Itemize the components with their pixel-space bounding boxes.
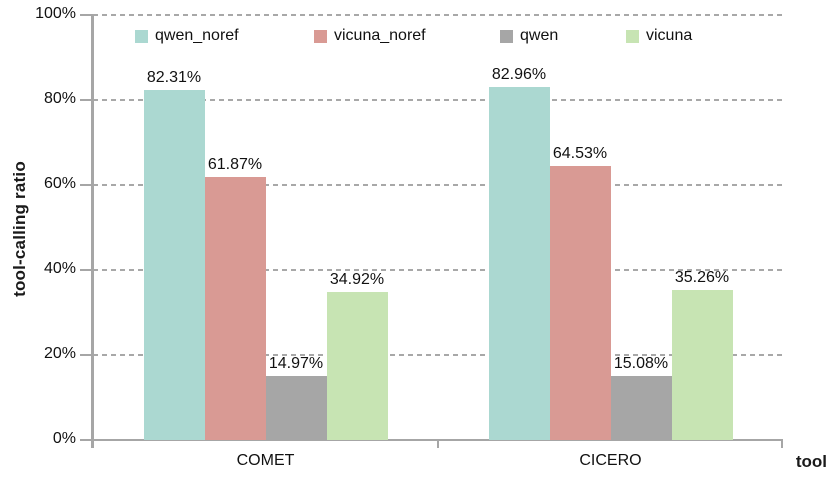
gridline: [93, 184, 783, 186]
y-axis-tick: [80, 184, 93, 186]
bar-vicuna-CICERO: [671, 290, 733, 440]
legend-label: qwen: [520, 27, 559, 44]
bar-value-label: 35.26%: [674, 269, 730, 287]
legend-label: qwen_noref: [155, 27, 239, 44]
legend-label: vicuna_noref: [334, 27, 426, 44]
bar-vicuna_noref-COMET: [204, 177, 266, 440]
bar-value-label: 82.31%: [146, 69, 202, 87]
y-tick-label: 20%: [43, 345, 76, 362]
legend-item-qwen_noref: qwen_noref: [135, 27, 239, 45]
bar-value-label: 64.53%: [552, 144, 608, 162]
y-axis-tick: [80, 99, 93, 101]
legend-swatch-qwen_noref: [135, 29, 148, 43]
y-axis-tick: [80, 354, 93, 356]
gridline: [93, 99, 783, 101]
y-axis-line: [91, 15, 94, 448]
legend-swatch-vicuna_noref: [314, 29, 327, 43]
bar-qwen_noref-CICERO: [488, 87, 550, 440]
y-axis-title: tool-calling ratio: [10, 161, 29, 297]
legend-item-vicuna_noref: vicuna_noref: [314, 27, 426, 45]
bar-qwen-COMET: [265, 376, 327, 440]
legend-swatch-qwen: [500, 29, 513, 43]
y-axis-tick: [80, 269, 93, 271]
gridline: [93, 14, 783, 16]
bar-value-label: 34.92%: [329, 270, 385, 288]
gridline: [93, 269, 783, 271]
gridline: [93, 354, 783, 356]
bar-qwen_noref-COMET: [143, 90, 205, 440]
y-tick-label: 60%: [43, 175, 76, 192]
y-tick-label: 80%: [43, 90, 76, 107]
x-axis-tick-right: [781, 440, 783, 448]
y-axis-tick: [80, 14, 93, 16]
bar-vicuna_noref-CICERO: [549, 165, 611, 440]
legend-label: vicuna: [646, 27, 693, 44]
legend-swatch-vicuna: [626, 29, 639, 43]
legend-item-vicuna: vicuna: [626, 27, 692, 45]
category-label-cicero: CICERO: [579, 452, 642, 469]
x-axis-title: tool: [795, 452, 827, 471]
bar-qwen-CICERO: [610, 375, 672, 440]
bar-value-label: 82.96%: [491, 66, 547, 84]
bar-vicuna-COMET: [326, 291, 388, 440]
x-axis-line: [80, 438, 783, 441]
legend-item-qwen: qwen: [500, 27, 558, 45]
x-axis-tick-middle: [437, 440, 439, 448]
bar-value-label: 61.87%: [207, 156, 263, 174]
bar-value-label: 14.97%: [268, 355, 324, 373]
y-tick-label: 100%: [35, 5, 76, 22]
category-label-comet: COMET: [236, 452, 295, 469]
bar-value-label: 15.08%: [613, 354, 669, 372]
y-tick-label: 40%: [43, 260, 76, 277]
y-tick-label: 0%: [52, 430, 76, 447]
